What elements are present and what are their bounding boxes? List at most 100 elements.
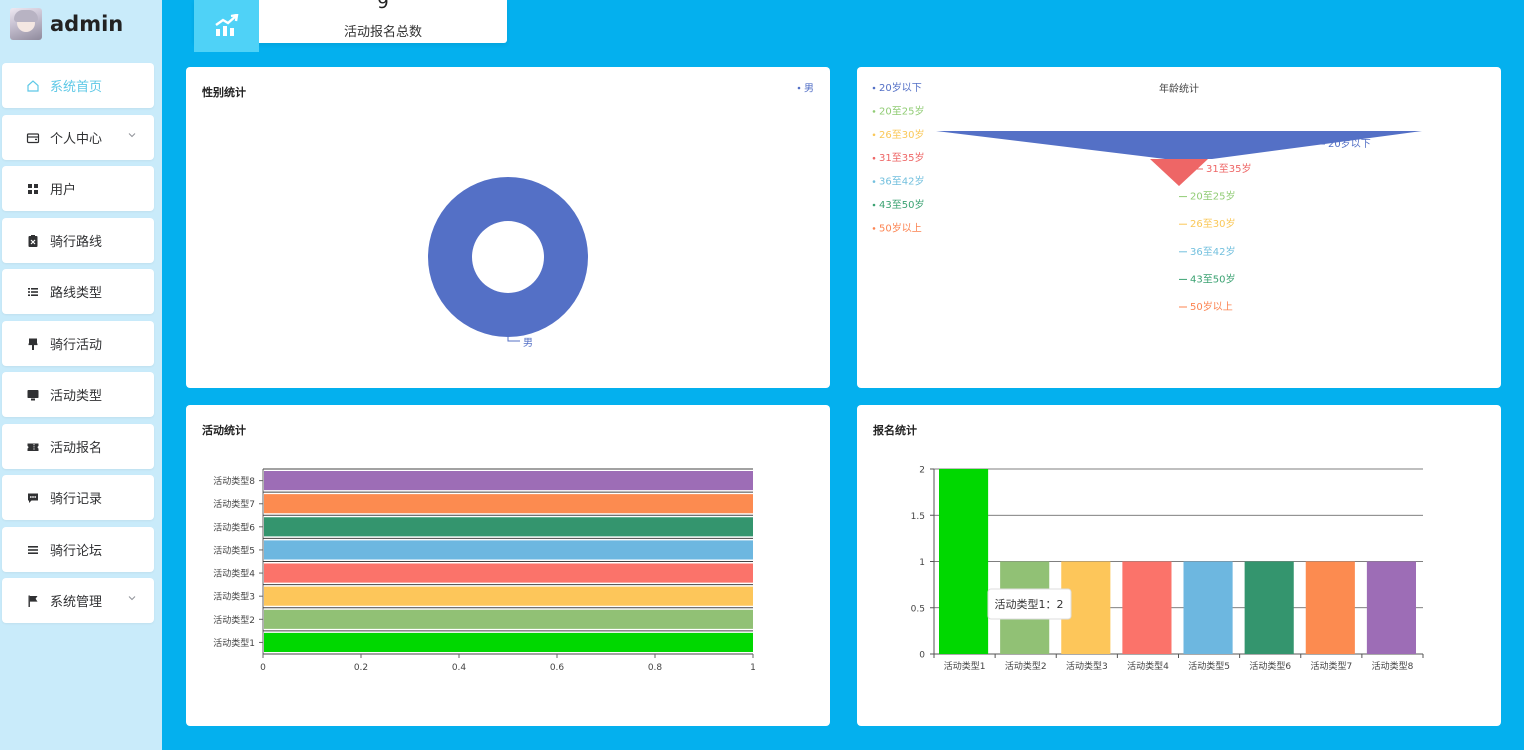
hbar-category-label: 活动类型2 [213,614,255,626]
age-legend-item-4[interactable]: 31至35岁 [879,151,924,164]
panel-gender: 性别统计 男 男 [186,67,830,388]
sidebar-item-11[interactable]: 系统管理 [2,578,154,623]
sidebar-item-3[interactable]: 用户 [2,166,154,211]
home-icon [26,79,40,93]
hbar-1[interactable] [264,632,753,652]
y-tick-label: 1.5 [911,512,925,522]
sidebar-item-label: 个人中心 [50,132,103,147]
vbar-5[interactable] [1183,561,1233,655]
hbar-category-label: 活动类型1 [213,637,255,649]
vbar-category-label: 活动类型5 [1188,660,1230,672]
x-tick-label: 0 [260,663,266,673]
funnel-segment-20-under[interactable] [936,131,1422,186]
hbar-3[interactable] [264,586,753,606]
hbar-category-label: 活动类型8 [213,475,255,487]
chevron-down-icon [126,129,138,141]
sidebar-item-8[interactable]: 活动报名 [2,424,154,469]
age-legend-item-2[interactable]: 20至25岁 [879,104,924,117]
age-legend-item-6[interactable]: 43至50岁 [879,198,924,211]
hbar-2[interactable] [264,609,753,629]
panel-activity: 活动统计 活动类型1 活动类型2 活动类型3 活动类型4 活动类型5 活动类型6 活动类型7… [186,405,830,726]
tooltip-text: 活动类型1：2 [995,597,1064,611]
sidebar-item-2[interactable]: 个人中心 [2,115,154,160]
vbar-6[interactable] [1244,561,1294,655]
age-legend-item-7[interactable]: 50岁以上 [879,221,922,234]
hbar-6[interactable] [264,517,753,537]
vbar-8[interactable] [1366,561,1416,655]
stat-label: 活动报名总数 [343,25,422,40]
vbar-category-label: 活动类型1 [944,660,986,672]
sidebar-item-1[interactable]: 系统首页 [2,63,154,108]
sidebar-item-label: 系统首页 [50,80,103,95]
age-legend[interactable]: 20岁以下 20至25岁 26至30岁 31至35岁 36至42岁 43至50岁 50岁以上 [872,81,925,234]
stat-card-signup-total: 9 活动报名总数 [194,0,507,52]
brand: admin [10,7,123,41]
age-legend-marker [872,227,876,230]
brush-icon [26,337,40,351]
username: admin [50,12,124,36]
age-legend-item-3[interactable]: 26至30岁 [879,128,924,141]
age-legend-item-5[interactable]: 36至42岁 [879,175,924,188]
x-tick-label: 0.6 [550,663,565,673]
hbar-5[interactable] [264,540,753,560]
sidebar-item-label: 系统管理 [50,595,103,610]
donut-label: 男 [523,337,533,349]
donut-label-line [507,332,520,342]
vbar-1[interactable] [939,469,989,654]
age-legend-marker [872,180,876,183]
gender-chart: 男 男 [428,83,814,349]
vbar-category-label: 活动类型6 [1249,660,1291,672]
activity-bar-chart: 活动类型1 活动类型2 活动类型3 活动类型4 活动类型5 活动类型6 活动类型7 活动类型8… [213,468,756,673]
sidebar-item-4[interactable]: 骑行路线 [2,218,154,263]
vbar-category-label: 活动类型2 [1005,660,1047,672]
y-tick-label: 1 [919,558,925,568]
flag-icon [26,594,40,608]
sidebar-item-7[interactable]: 活动类型 [2,372,154,417]
vbar-4[interactable] [1122,561,1172,655]
age-legend-marker [872,86,876,90]
sidebar-item-label: 骑行记录 [50,492,103,507]
funnel-label-3: 20至25岁 [1190,190,1235,203]
sidebar-item-6[interactable]: 骑行活动 [2,321,154,366]
sidebar-item-5[interactable]: 路线类型 [2,269,154,314]
funnel-segment-31-35[interactable] [1150,159,1208,186]
sidebar-item-label: 路线类型 [50,286,103,301]
funnel-label-2: 31至35岁 [1206,162,1251,175]
y-tick-label: 0 [919,651,925,661]
y-tick-label: 0.5 [911,604,925,614]
sidebar-item-9[interactable]: 骑行记录 [2,475,154,520]
sidebar: admin 系统首页个人中心用户骑行路线路线类型骑行活动活动类型活动报名骑行记录… [0,0,162,750]
age-chart: 年龄统计 20岁以下 20至25岁 26至30岁 31至35岁 36至42岁 43至50岁… [872,81,1422,313]
donut-chart [428,177,588,337]
clipboard-icon [26,234,40,248]
avatar[interactable] [10,8,42,40]
sidebar-item-label: 活动类型 [50,389,103,404]
panel-title-gender: 性别统计 [202,86,246,99]
vbar-category-label: 活动类型8 [1372,660,1414,672]
hbar-8[interactable] [264,471,753,491]
panel-age: 年龄统计 20岁以下 20至25岁 26至30岁 31至35岁 36至42岁 43至50岁… [857,67,1501,388]
vbar-category-label: 活动类型3 [1066,660,1108,672]
legend-marker [797,86,801,90]
chart-trend-icon [194,0,259,52]
funnel-label-4: 26至30岁 [1190,217,1235,230]
sidebar-item-10[interactable]: 骑行论坛 [2,527,154,572]
vbar-category-label: 活动类型7 [1310,660,1352,672]
hbar-7[interactable] [264,494,753,514]
funnel-label-6: 43至50岁 [1190,272,1235,285]
tooltip-box [987,588,1072,620]
donut-slice-1[interactable] [428,177,588,337]
age-legend-marker [872,203,876,207]
hbar-4[interactable] [264,563,753,583]
legend-gender[interactable]: 男 [797,83,814,95]
sidebar-item-label: 骑行路线 [50,235,103,250]
x-tick-label: 0.8 [648,663,663,673]
vbar-7[interactable] [1305,561,1355,655]
hbar-category-label: 活动类型3 [213,591,255,603]
funnel-labels: 20岁以下 31至35岁 20至25岁 26至30岁 36至42岁 43至50岁 50岁以上 [1179,137,1371,313]
chart-tooltip: 活动类型1：2 [987,588,1072,620]
ticket-icon [26,440,40,454]
legend-label-male: 男 [804,83,814,95]
hbar-category-label: 活动类型6 [213,521,255,533]
age-legend-item-1[interactable]: 20岁以下 [879,81,922,94]
